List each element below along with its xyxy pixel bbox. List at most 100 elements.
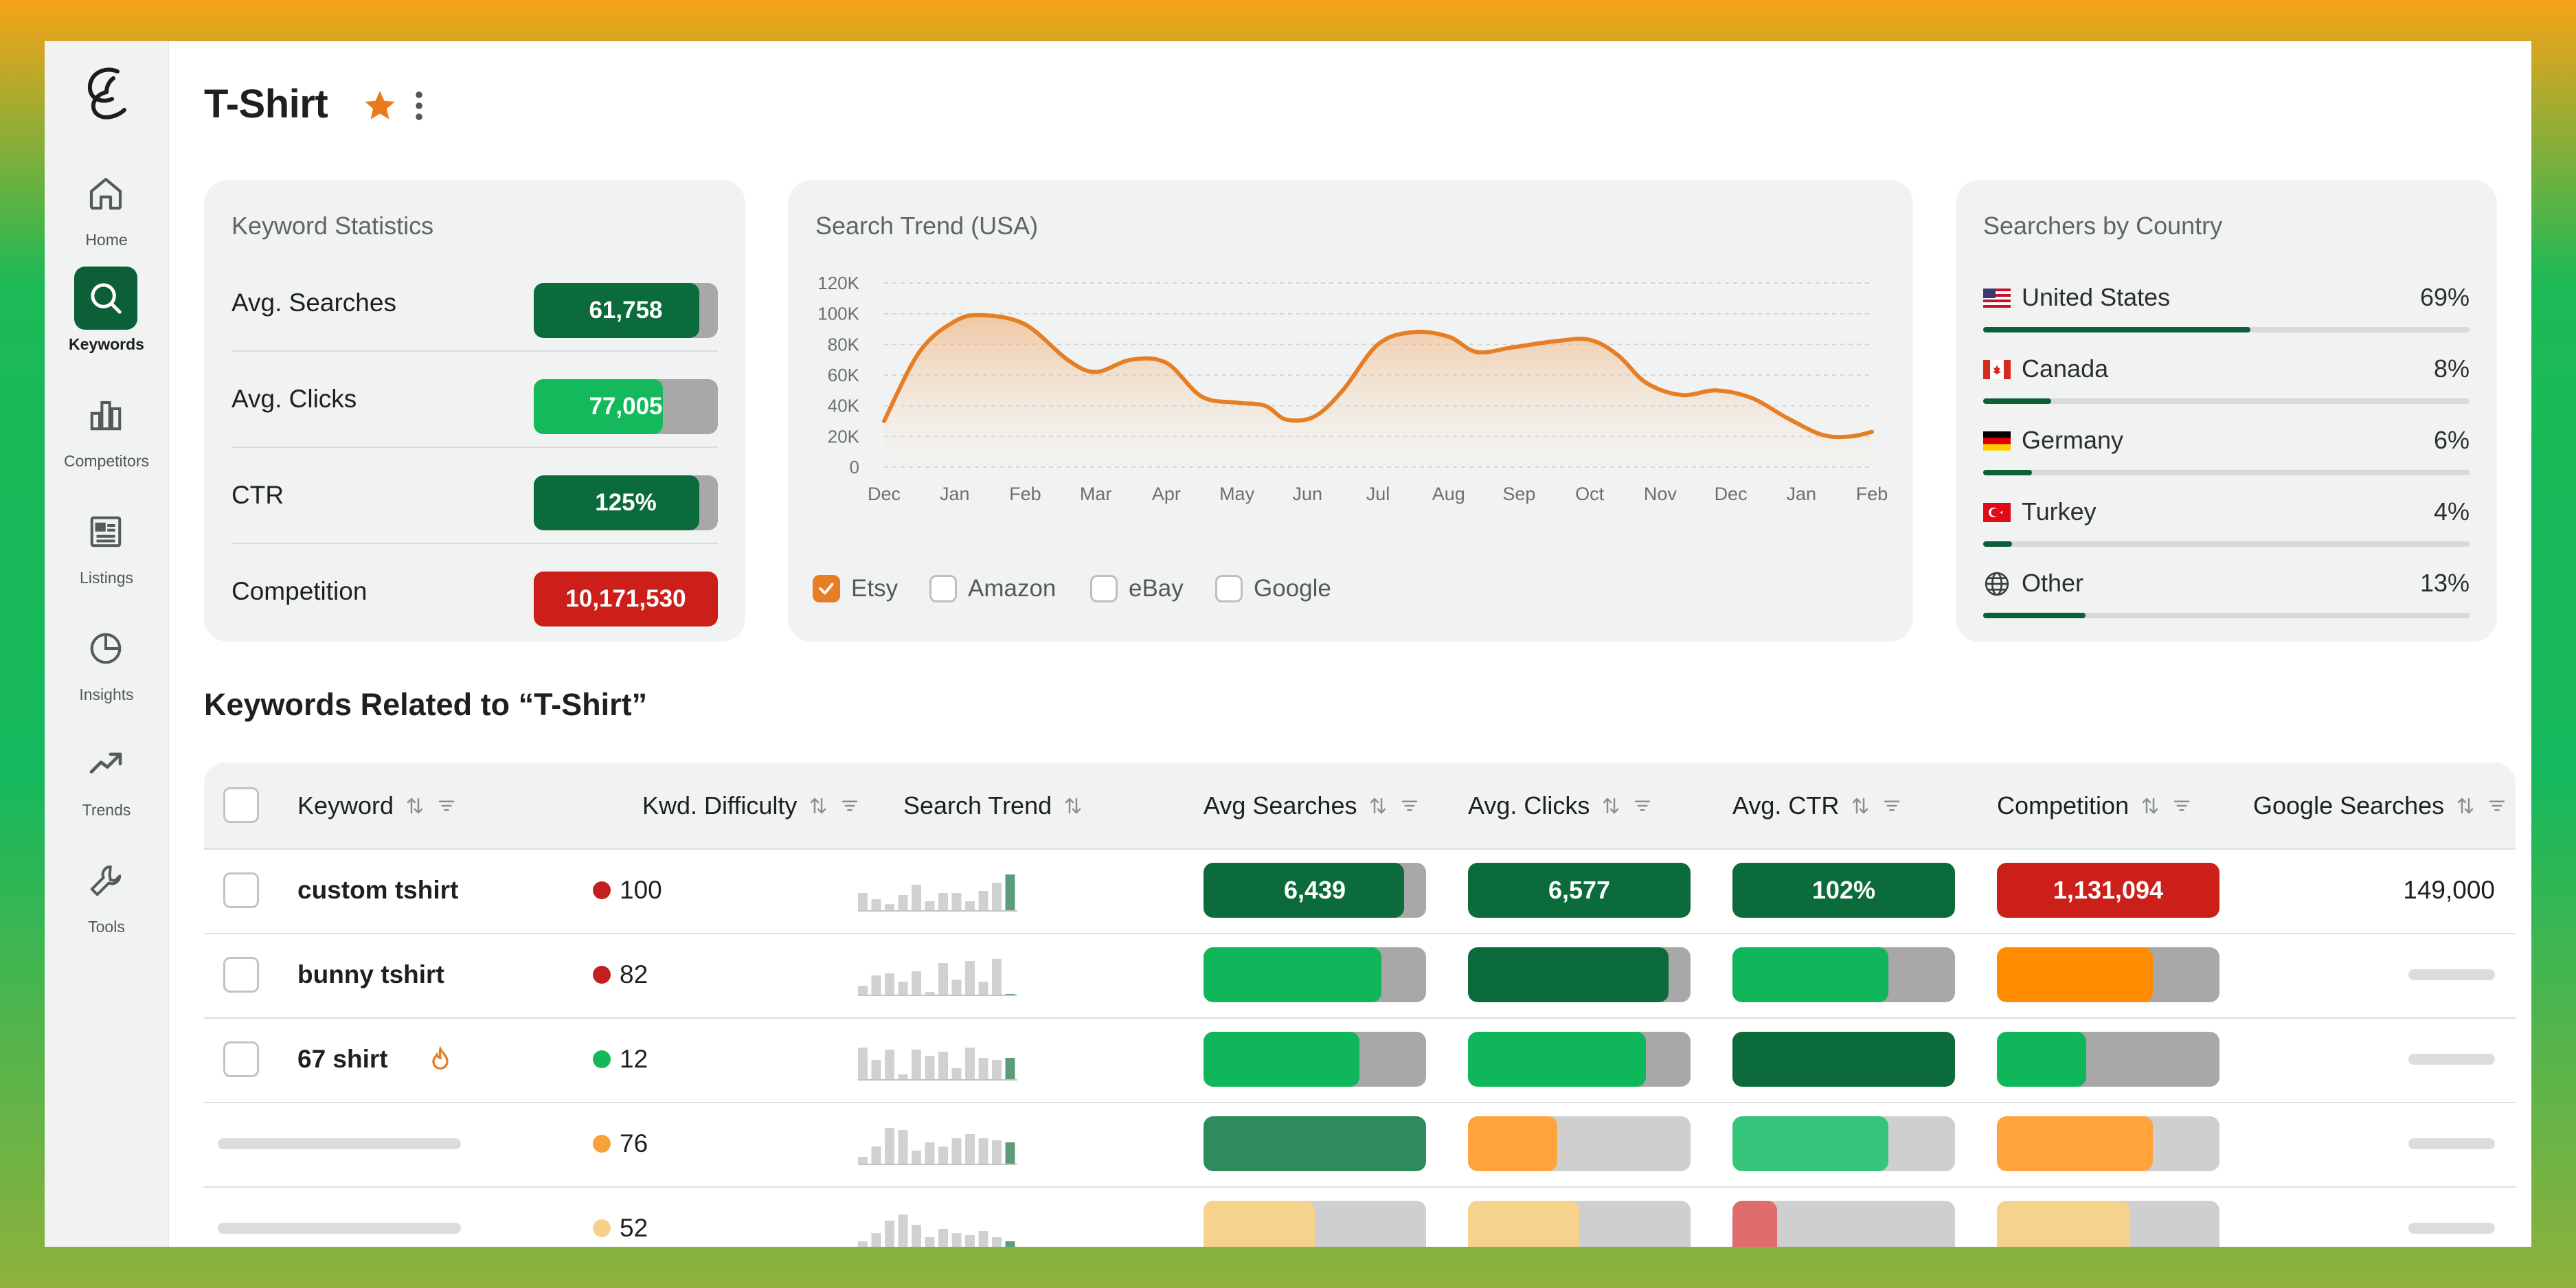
sort-button[interactable]	[1601, 795, 1621, 816]
sort-button[interactable]	[1368, 795, 1388, 816]
spark-bar	[912, 1050, 921, 1081]
sort-icon[interactable]	[1368, 795, 1388, 816]
sort-icon[interactable]	[1601, 795, 1621, 816]
filter-button[interactable]	[436, 795, 457, 816]
trend-series-line-0	[882, 313, 1874, 440]
nav-trends[interactable]: Trends	[45, 732, 168, 835]
more-options-icon[interactable]	[411, 89, 427, 122]
sort-icon[interactable]	[2140, 795, 2160, 816]
country-name: Turkey	[2022, 497, 2097, 526]
ctr-pill-fill	[1732, 1032, 1955, 1087]
filter-button[interactable]	[1399, 795, 1420, 816]
nav-listings[interactable]: Listings	[45, 500, 168, 603]
legend-checkbox[interactable]	[813, 575, 840, 602]
country-row: Turkey 4%	[1983, 485, 2470, 556]
filter-button[interactable]	[1632, 795, 1653, 816]
y-tick-label: 20K	[828, 426, 860, 447]
sort-icon[interactable]	[1850, 795, 1871, 816]
table-row[interactable]: 67 shirt 12	[204, 1017, 2516, 1103]
nav-competitors[interactable]: Competitors	[45, 383, 168, 486]
filter-icon[interactable]	[1882, 795, 1902, 816]
filter-icon[interactable]	[1632, 795, 1653, 816]
sort-icon[interactable]	[1063, 795, 1083, 816]
country-percent: 4%	[2433, 497, 2470, 526]
filter-button[interactable]	[839, 795, 860, 816]
column-header-avg-ctr[interactable]: Avg. CTR	[1732, 762, 1902, 848]
sort-button[interactable]	[1063, 795, 1083, 816]
sort-button[interactable]	[808, 795, 828, 816]
legend-checkbox[interactable]	[1215, 575, 1243, 602]
table-row[interactable]: 52	[204, 1186, 2516, 1247]
filter-icon[interactable]	[2171, 795, 2192, 816]
spark-bar	[912, 971, 921, 996]
app-logo[interactable]	[83, 65, 130, 120]
stat-value-fill	[534, 283, 700, 338]
stat-value-fill	[534, 475, 700, 530]
filter-button[interactable]	[2487, 795, 2507, 816]
google-searches-placeholder	[2408, 969, 2495, 980]
filter-icon[interactable]	[1399, 795, 1420, 816]
sort-button[interactable]	[1850, 795, 1871, 816]
column-header-avg-clicks[interactable]: Avg. Clicks	[1468, 762, 1653, 848]
country-bar-fill	[1983, 327, 2251, 332]
legend-checkbox[interactable]	[929, 575, 957, 602]
star-icon[interactable]	[362, 88, 398, 124]
searches-pill-fill	[1204, 1032, 1359, 1087]
searches-pill	[1204, 1116, 1426, 1171]
keyword-statistics-card: Keyword Statistics Avg. Searches 61,758 Av…	[204, 180, 745, 642]
nav-insights[interactable]: Insights	[45, 617, 168, 720]
legend-item-google[interactable]: Google	[1215, 572, 1331, 606]
table-row[interactable]: 76	[204, 1102, 2516, 1188]
sort-button[interactable]	[2455, 795, 2476, 816]
keyword-name[interactable]: 67 shirt	[297, 1045, 388, 1073]
x-tick-label: Jun	[1293, 484, 1323, 504]
sort-icon[interactable]	[808, 795, 828, 816]
clicks-pill	[1468, 1201, 1691, 1247]
row-checkbox[interactable]	[223, 872, 259, 908]
column-header-avg-searches[interactable]: Avg Searches	[1204, 762, 1420, 848]
table-row[interactable]: custom tshirt 100 6,439 6,577 102% 1,131,094 1…	[204, 848, 2516, 934]
sort-icon[interactable]	[2455, 795, 2476, 816]
competition-pill	[1997, 1116, 2219, 1171]
keyword-statistics-title: Keyword Statistics	[231, 212, 434, 240]
searches-pill: 6,439	[1204, 863, 1426, 918]
column-header-competition[interactable]: Competition	[1997, 762, 2192, 848]
keyword-name[interactable]: bunny tshirt	[297, 960, 444, 988]
legend-item-ebay[interactable]: eBay	[1090, 572, 1184, 606]
x-tick-label: Jan	[1787, 484, 1817, 504]
sort-button[interactable]	[405, 795, 425, 816]
keyword-placeholder	[218, 1138, 461, 1149]
legend-item-etsy[interactable]: Etsy	[813, 572, 898, 606]
nav-home[interactable]: Home	[45, 162, 168, 265]
filter-icon[interactable]	[839, 795, 860, 816]
select-all-checkbox[interactable]	[223, 787, 259, 823]
legend-checkbox[interactable]	[1090, 575, 1118, 602]
table-row[interactable]: bunny tshirt 82	[204, 933, 2516, 1019]
row-checkbox[interactable]	[223, 957, 259, 993]
keyword-name[interactable]: custom tshirt	[297, 876, 459, 904]
column-header-google-searches[interactable]: Google Searches	[2253, 762, 2507, 848]
column-header-keyword[interactable]: Keyword	[297, 762, 457, 848]
column-header-label: Avg Searches	[1204, 791, 1357, 820]
filter-button[interactable]	[2171, 795, 2192, 816]
spark-bar	[938, 1229, 948, 1247]
country-percent: 13%	[2419, 569, 2470, 597]
column-header-kwd-difficulty[interactable]: Kwd. Difficulty	[642, 762, 860, 848]
legend-item-amazon[interactable]: Amazon	[929, 572, 1056, 606]
filter-icon[interactable]	[436, 795, 457, 816]
stat-value-fill	[534, 379, 663, 434]
difficulty-dot	[593, 881, 611, 899]
row-checkbox[interactable]	[223, 1041, 259, 1077]
nav-keywords[interactable]: Keywords	[45, 267, 168, 370]
sort-button[interactable]	[2140, 795, 2160, 816]
nav-tools[interactable]: Tools	[45, 849, 168, 952]
filter-icon[interactable]	[2487, 795, 2507, 816]
filter-button[interactable]	[1882, 795, 1902, 816]
sort-icon[interactable]	[405, 795, 425, 816]
google-searches-placeholder	[2408, 1223, 2495, 1234]
spark-bar	[938, 1146, 948, 1165]
difficulty-dot	[593, 966, 611, 984]
column-header-search-trend[interactable]: Search Trend	[903, 762, 1083, 848]
ctr-pill	[1732, 1032, 1955, 1087]
stat-value: 125%	[595, 489, 657, 516]
